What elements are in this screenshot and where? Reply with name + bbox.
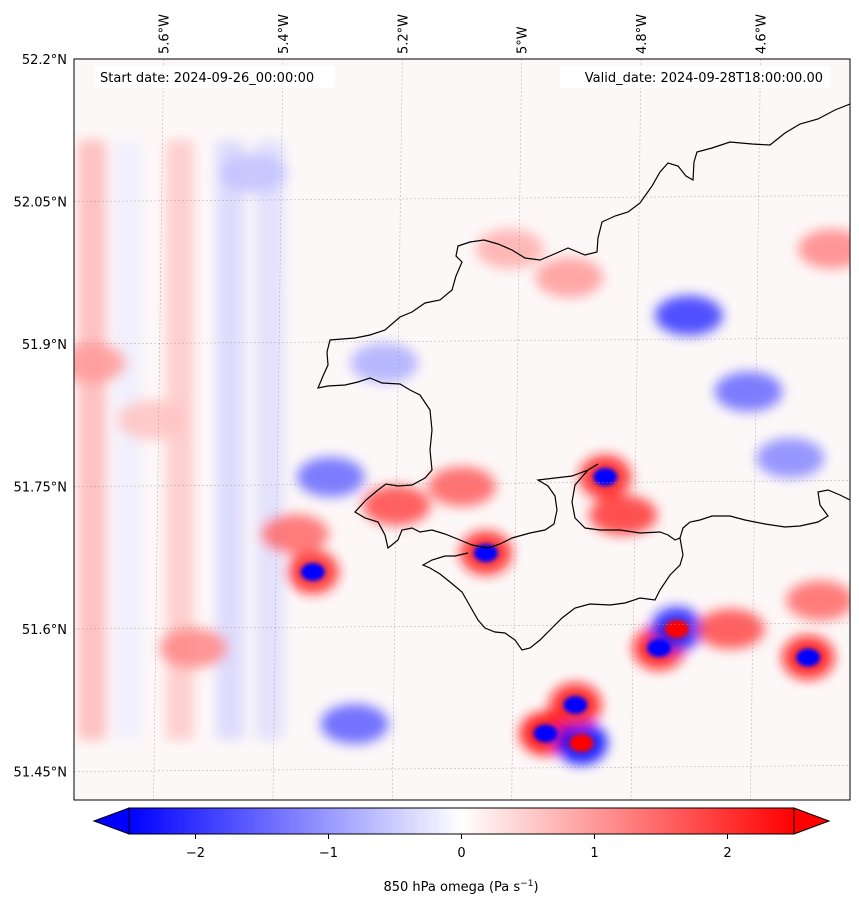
field-cell	[798, 229, 850, 269]
lon-tick-label: 4.6°W	[754, 14, 769, 54]
field-band	[114, 140, 142, 740]
field-core	[300, 563, 325, 581]
colorbar-ticks: −2 −1 0 1 2	[186, 834, 732, 861]
start-date-box	[95, 66, 335, 88]
start-date-label: Start date: 2024-09-26_00:00:00	[100, 71, 314, 86]
colorbar-tick-label: 2	[723, 846, 731, 861]
parallel	[74, 59, 113, 60]
field-core	[563, 696, 588, 714]
lon-tick-label: 4.8°W	[635, 14, 650, 54]
field-cell	[696, 609, 765, 649]
omega-field	[74, 140, 850, 765]
map-background	[74, 59, 850, 800]
field-cell	[654, 295, 723, 336]
lat-tick-label: 51.75°N	[14, 481, 67, 496]
field-cell	[74, 343, 126, 383]
colorbar: −2 −1 0 1 2 850 hPa omega (Pa s−1)	[92, 807, 831, 895]
field-cell	[219, 153, 288, 193]
meridian	[153, 59, 164, 800]
colorbar-tick-label: −2	[186, 846, 205, 861]
field-core	[796, 648, 821, 667]
field-cell	[786, 580, 850, 621]
lon-tick-label: 5.4°W	[277, 14, 292, 54]
meridian	[630, 59, 642, 800]
field-cell	[350, 343, 419, 383]
field-cell	[428, 466, 496, 507]
field-core	[593, 468, 618, 486]
field-cell	[589, 495, 658, 535]
coastline-east	[679, 489, 850, 539]
colorbar-body	[128, 807, 795, 835]
field-cell	[362, 485, 431, 526]
field-cell	[117, 400, 186, 440]
parallel	[74, 480, 850, 487]
field-cell	[320, 704, 389, 744]
field-core	[569, 734, 594, 752]
longitude-tick-labels: 5.6°W 5.4°W 5.2°W 5°W 4.8°W 4.6°W	[158, 14, 770, 54]
field-band	[256, 140, 284, 740]
parallel	[74, 765, 850, 772]
meridian	[750, 59, 761, 800]
field-band	[78, 140, 106, 740]
colorbar-extend-min	[92, 807, 130, 835]
meridian	[272, 59, 284, 800]
field-cell	[159, 628, 228, 668]
meridian	[511, 59, 522, 800]
lon-tick-label: 5°W	[516, 26, 531, 54]
valid-date-label: Valid_date: 2024-09-28T18:00:00.00	[585, 71, 823, 86]
lon-tick-label: 5.2°W	[396, 14, 411, 54]
lat-tick-label: 51.6°N	[22, 623, 67, 638]
valid-date-box	[560, 66, 830, 88]
lat-tick-label: 52.2°N	[22, 53, 67, 68]
lon-tick-label: 5.6°W	[158, 14, 173, 54]
field-core	[646, 639, 671, 657]
field-cell	[714, 371, 783, 412]
lat-tick-label: 52.05°N	[14, 196, 67, 211]
colorbar-extend-max	[793, 807, 831, 835]
field-cell	[756, 438, 825, 478]
parallel	[74, 195, 850, 202]
coastline-north	[317, 103, 850, 651]
coastline	[317, 103, 850, 651]
graticule	[74, 59, 850, 800]
field-core	[533, 724, 558, 743]
field-core	[473, 544, 498, 562]
parallel	[74, 622, 850, 630]
parallel	[74, 337, 850, 345]
meridian	[392, 59, 403, 800]
colorbar-tick-label: −1	[319, 846, 338, 861]
field-core	[664, 620, 689, 638]
map-frame	[73, 58, 851, 801]
field-cell	[296, 457, 365, 497]
colorbar-tick-label: 0	[457, 846, 465, 861]
colorbar-label: 850 hPa omega (Pa s−1)	[383, 879, 538, 895]
lat-tick-label: 51.45°N	[14, 766, 67, 781]
latitude-tick-labels: 52.2°N 52.05°N 51.9°N 51.75°N 51.6°N 51.45°N	[14, 53, 67, 781]
field-cell	[535, 257, 604, 298]
lat-tick-label: 51.9°N	[22, 338, 67, 353]
field-cell	[260, 514, 329, 554]
colorbar-tick-label: 1	[590, 846, 598, 861]
